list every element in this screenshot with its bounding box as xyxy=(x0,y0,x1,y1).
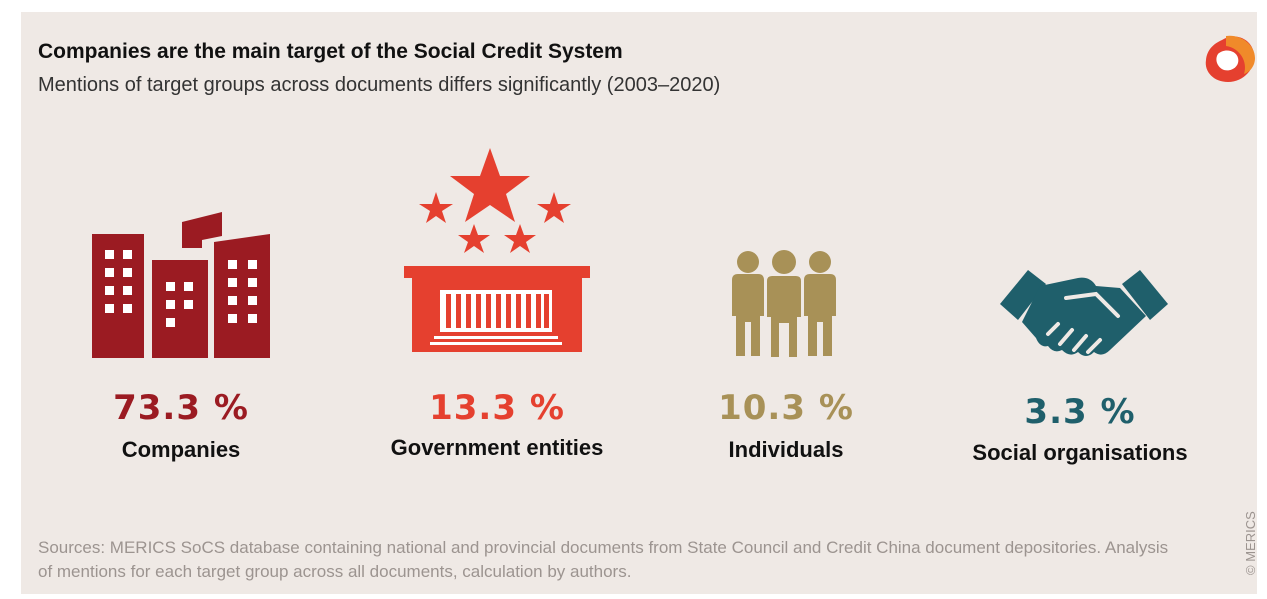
category-label-companies: Companies xyxy=(121,437,241,462)
handshake-icon xyxy=(1000,270,1168,356)
copyright-credit: © MERICS xyxy=(1243,511,1258,575)
government-building-stars-icon xyxy=(404,148,590,352)
merics-logo-icon xyxy=(1205,35,1255,82)
value-label-individuals: 10.3 % xyxy=(718,388,854,428)
value-label-social-organisations: 3.3 % xyxy=(1024,392,1136,432)
chart-subtitle: Mentions of target groups across documen… xyxy=(38,74,721,96)
value-label-companies: 73.3 % xyxy=(113,388,249,428)
category-label-government-entities: Government entities xyxy=(390,435,604,460)
buildings-icon xyxy=(92,212,270,358)
value-label-government-entities: 13.3 % xyxy=(429,388,565,428)
chart-title: Companies are the main target of the Soc… xyxy=(38,40,623,63)
people-group-icon xyxy=(732,250,836,358)
category-label-social-organisations: Social organisations xyxy=(972,440,1188,465)
sources-note: Sources: MERICS SoCS database containing… xyxy=(38,538,1169,581)
category-label-individuals: Individuals xyxy=(728,437,844,462)
